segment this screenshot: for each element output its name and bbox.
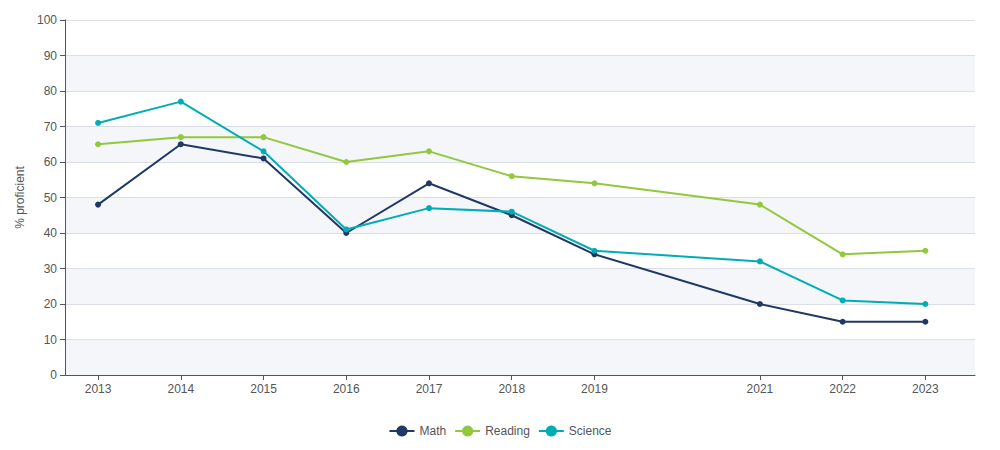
- svg-text:Science: Science: [569, 424, 612, 438]
- svg-text:2015: 2015: [250, 382, 277, 396]
- svg-text:Math: Math: [419, 424, 446, 438]
- svg-text:2021: 2021: [747, 382, 774, 396]
- svg-text:2013: 2013: [85, 382, 112, 396]
- svg-text:2016: 2016: [333, 382, 360, 396]
- svg-text:2023: 2023: [912, 382, 939, 396]
- svg-text:% proficient: % proficient: [13, 165, 27, 228]
- svg-text:100: 100: [37, 13, 57, 27]
- svg-text:60: 60: [44, 155, 58, 169]
- svg-text:10: 10: [44, 333, 58, 347]
- svg-text:2019: 2019: [581, 382, 608, 396]
- svg-text:80: 80: [44, 84, 58, 98]
- svg-text:90: 90: [44, 49, 58, 63]
- svg-text:20: 20: [44, 297, 58, 311]
- svg-text:50: 50: [44, 191, 58, 205]
- svg-text:2018: 2018: [498, 382, 525, 396]
- svg-text:2014: 2014: [167, 382, 194, 396]
- svg-text:70: 70: [44, 120, 58, 134]
- svg-text:30: 30: [44, 262, 58, 276]
- svg-text:Reading: Reading: [485, 424, 530, 438]
- svg-text:0: 0: [50, 368, 57, 382]
- svg-text:2022: 2022: [829, 382, 856, 396]
- svg-text:2017: 2017: [416, 382, 443, 396]
- svg-text:40: 40: [44, 226, 58, 240]
